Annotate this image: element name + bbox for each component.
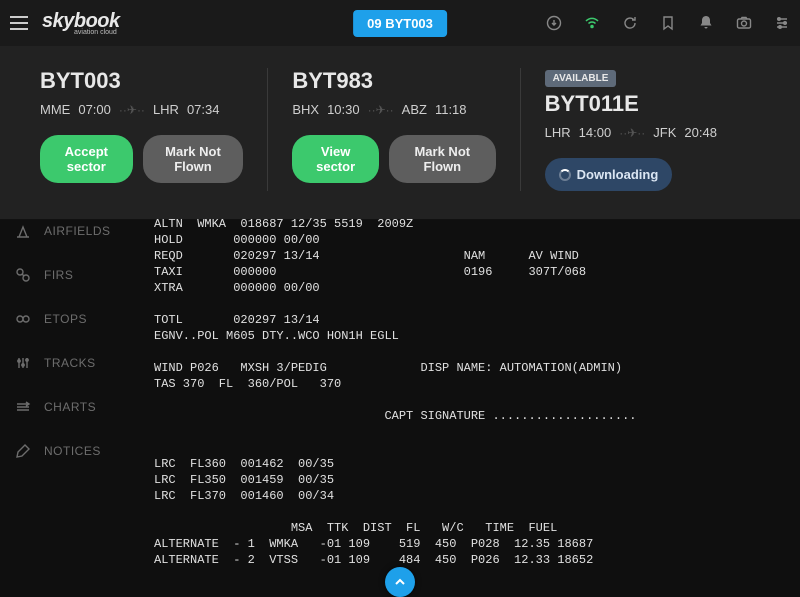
card-actions: Accept sector Mark Not Flown — [40, 135, 243, 183]
wifi-icon[interactable] — [584, 15, 600, 31]
etops-icon — [14, 310, 32, 328]
bell-icon[interactable] — [698, 15, 714, 31]
arr-code: LHR — [153, 102, 179, 117]
sidebar-item-tracks[interactable]: TRACKS — [14, 348, 130, 378]
sidebar-item-firs[interactable]: FIRS — [14, 260, 130, 290]
download-icon[interactable] — [546, 15, 562, 31]
downloading-label: Downloading — [577, 167, 659, 182]
sector-card: AVAILABLE BYT011E LHR 14:00 ··✈·· JFK 20… — [520, 68, 772, 191]
sidebar-item-label: CHARTS — [44, 400, 96, 414]
view-sector-button[interactable]: View sector — [292, 135, 379, 183]
arr-time: 20:48 — [684, 125, 717, 140]
bookmark-icon[interactable] — [660, 15, 676, 31]
plane-icon: ··✈·· — [619, 126, 645, 140]
flight-plan-text: ALTN WMKA 018687 12/35 5519 2009Z HOLD 0… — [150, 216, 800, 583]
sidebar-item-etops[interactable]: ETOPS — [14, 304, 130, 334]
dep-time: 14:00 — [579, 125, 612, 140]
plane-icon: ··✈·· — [119, 103, 145, 117]
downloading-button[interactable]: Downloading — [545, 158, 673, 191]
card-actions: View sector Mark Not Flown — [292, 135, 495, 183]
dep-time: 07:00 — [78, 102, 111, 117]
availability-badge: AVAILABLE — [545, 70, 617, 87]
callsign: BYT011E — [545, 91, 748, 117]
callsign: BYT003 — [40, 68, 243, 94]
arr-time: 11:18 — [435, 102, 467, 117]
mark-not-flown-button[interactable]: Mark Not Flown — [143, 135, 244, 183]
route: BHX 10:30 ··✈·· ABZ 11:18 — [292, 102, 495, 117]
dep-code: LHR — [545, 125, 571, 140]
sidebar-nav: AIRFIELDS FIRS ETOPS TRACKS CHARTS NOTIC… — [0, 216, 130, 466]
sidebar-item-label: AIRFIELDS — [44, 224, 111, 238]
menu-icon[interactable] — [10, 11, 34, 35]
airfields-icon — [14, 222, 32, 240]
camera-icon[interactable] — [736, 15, 752, 31]
topbar-actions — [546, 15, 790, 31]
spinner-icon — [559, 169, 571, 181]
refresh-icon[interactable] — [622, 15, 638, 31]
firs-icon — [14, 266, 32, 284]
dep-code: BHX — [292, 102, 319, 117]
tracks-icon — [14, 354, 32, 372]
sidebar-item-label: FIRS — [44, 268, 73, 282]
dep-code: MME — [40, 102, 70, 117]
plane-icon: ··✈·· — [368, 103, 394, 117]
sidebar-item-notices[interactable]: NOTICES — [14, 436, 130, 466]
sliders-icon[interactable] — [774, 15, 790, 31]
active-flight-pill[interactable]: 09 BYT003 — [353, 10, 447, 37]
arr-time: 07:34 — [187, 102, 220, 117]
route: MME 07:00 ··✈·· LHR 07:34 — [40, 102, 243, 117]
accept-sector-button[interactable]: Accept sector — [40, 135, 133, 183]
route: LHR 14:00 ··✈·· JFK 20:48 — [545, 125, 748, 140]
card-actions: Downloading — [545, 158, 748, 191]
sector-cards: BYT003 MME 07:00 ··✈·· LHR 07:34 Accept … — [0, 46, 800, 220]
sidebar-item-charts[interactable]: CHARTS — [14, 392, 130, 422]
notices-icon — [14, 442, 32, 460]
brand-logo: skybook aviation cloud — [42, 11, 120, 36]
topbar: skybook aviation cloud 09 BYT003 — [0, 0, 800, 46]
arr-code: ABZ — [402, 102, 427, 117]
sidebar-item-label: NOTICES — [44, 444, 101, 458]
arr-code: JFK — [653, 125, 676, 140]
sector-card: BYT003 MME 07:00 ··✈·· LHR 07:34 Accept … — [40, 68, 267, 191]
sidebar-item-label: TRACKS — [44, 356, 96, 370]
dep-time: 10:30 — [327, 102, 360, 117]
scroll-up-fab[interactable] — [385, 567, 415, 597]
sidebar-item-airfields[interactable]: AIRFIELDS — [14, 216, 130, 246]
sector-card: BYT983 BHX 10:30 ··✈·· ABZ 11:18 View se… — [267, 68, 519, 191]
brand-sub: aviation cloud — [74, 29, 117, 36]
callsign: BYT983 — [292, 68, 495, 94]
charts-icon — [14, 398, 32, 416]
sidebar-item-label: ETOPS — [44, 312, 87, 326]
brand-main: skybook — [42, 11, 120, 31]
mark-not-flown-button[interactable]: Mark Not Flown — [389, 135, 496, 183]
